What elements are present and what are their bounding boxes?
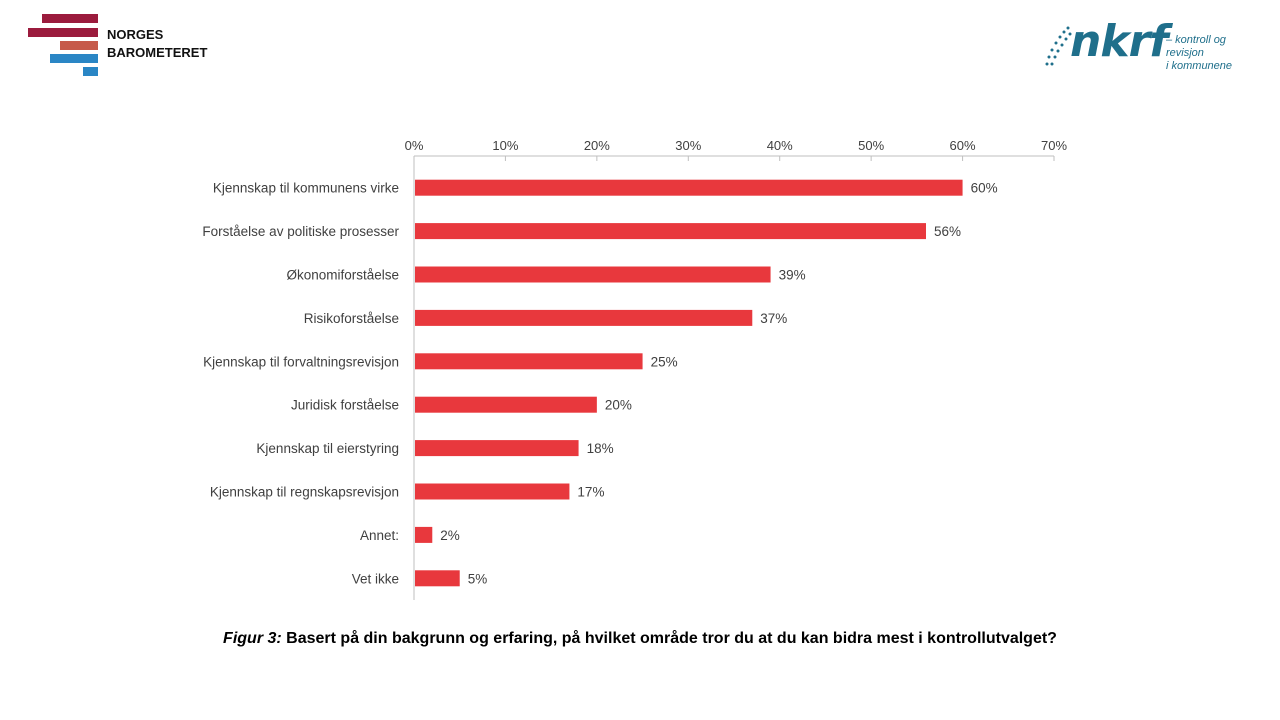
x-tick-label: 0% — [405, 138, 424, 153]
caption-text: Basert på din bakgrunn og erfaring, på h… — [281, 630, 1057, 647]
category-label: Forståelse av politiske prosesser — [202, 224, 399, 239]
bar — [415, 526, 433, 543]
logo-stripe — [60, 41, 98, 50]
bar — [415, 179, 963, 196]
category-label: Annet: — [360, 528, 399, 543]
brand-line-2: BAROMETERET — [107, 45, 208, 60]
value-label: 39% — [779, 268, 806, 283]
brand-line-1: NORGES — [107, 27, 164, 42]
category-label: Juridisk forståelse — [291, 398, 399, 413]
value-label: 5% — [468, 571, 488, 586]
category-label: Kjennskap til forvaltningsrevisjon — [203, 354, 399, 369]
caption-lead: Figur 3: — [223, 630, 282, 647]
value-label: 25% — [651, 354, 678, 369]
logo-stripe — [83, 67, 98, 76]
partner-tagline: – kontroll og revisjon i kommunene — [1166, 34, 1264, 73]
logo-stripe — [42, 14, 98, 23]
nkrf-logo: nkrf – kontroll og revisjon i kommunene — [1044, 16, 1264, 73]
partner-tagline-line-1: – kontroll og revisjon — [1166, 34, 1226, 59]
category-label: Vet ikke — [352, 571, 399, 586]
value-label: 17% — [577, 485, 604, 500]
value-label: 2% — [440, 528, 460, 543]
bar — [415, 266, 771, 283]
dot-pattern-icon — [1045, 26, 1072, 66]
value-label: 18% — [587, 441, 614, 456]
x-tick-label: 50% — [858, 138, 884, 153]
bar — [415, 309, 753, 326]
value-label: 37% — [760, 311, 787, 326]
x-tick-label: 40% — [767, 138, 793, 153]
brand-name: NORGES BAROMETERET — [107, 26, 207, 62]
x-tick-label: 30% — [675, 138, 701, 153]
partner-wordmark: nkrf — [1070, 16, 1168, 67]
bar — [415, 440, 579, 457]
x-tick-label: 60% — [950, 138, 976, 153]
category-label: Økonomiforståelse — [286, 268, 399, 283]
category-label: Kjennskap til regnskapsrevisjon — [210, 485, 399, 500]
bar — [415, 483, 570, 500]
category-label: Kjennskap til kommunens virke — [213, 181, 399, 196]
logo-stripe — [28, 28, 98, 37]
category-label: Kjennskap til eierstyring — [256, 441, 399, 456]
value-label: 20% — [605, 398, 632, 413]
x-tick-label: 10% — [492, 138, 518, 153]
norgesbarometeret-logo: NORGES BAROMETERET — [28, 14, 228, 80]
x-tick-label: 70% — [1041, 138, 1067, 153]
logo-stripe — [50, 54, 98, 63]
figure-caption: Figur 3: Basert på din bakgrunn og erfar… — [0, 630, 1280, 648]
value-label: 60% — [971, 181, 998, 196]
partner-tagline-line-2: i kommunene — [1166, 60, 1233, 72]
bar — [415, 353, 643, 370]
bar — [415, 570, 460, 587]
x-tick-label: 20% — [584, 138, 610, 153]
bar — [415, 396, 597, 413]
value-label: 56% — [934, 224, 961, 239]
category-label: Risikoforståelse — [304, 311, 399, 326]
bar — [415, 223, 926, 240]
